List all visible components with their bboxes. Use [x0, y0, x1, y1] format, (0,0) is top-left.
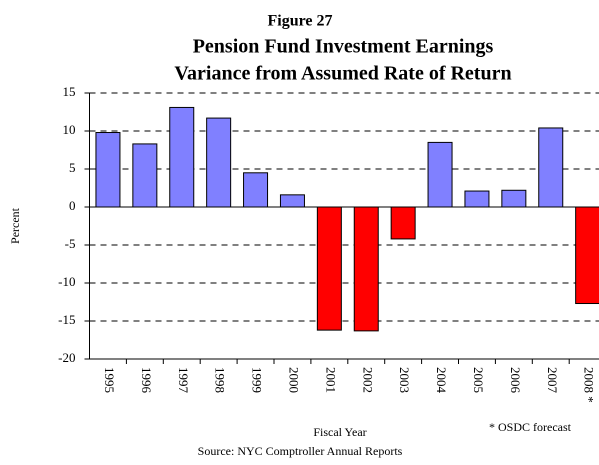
- y-tick-label: -15: [58, 312, 75, 327]
- bar: [206, 117, 232, 208]
- bar: [538, 127, 564, 208]
- x-tick-label: 1997: [176, 367, 191, 394]
- y-tick-label: 5: [69, 160, 76, 175]
- bar: [353, 206, 379, 332]
- bar: [316, 206, 342, 331]
- bar: [132, 143, 158, 208]
- x-tick-label: 2003: [397, 367, 412, 393]
- source: Source: NYC Comptroller Annual Reports: [198, 444, 403, 458]
- bar: [575, 206, 599, 305]
- y-tick-label: 0: [69, 198, 76, 213]
- x-tick-label: 2004: [434, 367, 449, 394]
- bar: [427, 141, 453, 208]
- x-tick-label: 1995: [102, 367, 117, 393]
- x-tick-label: 2005: [471, 367, 486, 393]
- chart-title: Pension Fund Investment Earnings: [193, 36, 494, 58]
- bar: [501, 189, 527, 208]
- bar: [279, 194, 305, 208]
- x-tick-label: 2002: [360, 367, 375, 393]
- bar: [464, 190, 490, 208]
- y-tick-label: 10: [63, 122, 76, 137]
- y-tick-label: 15: [63, 84, 76, 99]
- x-tick-label: 2007: [545, 367, 560, 394]
- x-tick-label: 1996: [139, 367, 154, 394]
- bar: [95, 132, 121, 208]
- x-tick-label: 2001: [323, 367, 338, 393]
- bar: [390, 206, 416, 240]
- x-tick-label: 1998: [213, 367, 228, 393]
- bar: [243, 172, 269, 208]
- note: * OSDC forecast: [489, 420, 572, 434]
- y-axis-label: Percent: [8, 207, 22, 244]
- chart-subtitle: Variance from Assumed Rate of Return: [174, 63, 511, 85]
- x-axis-label: Fiscal Year: [313, 425, 366, 439]
- x-tick-label: 2008 *: [582, 367, 597, 403]
- y-tick-label: -10: [58, 274, 75, 289]
- bar: [169, 106, 195, 208]
- x-tick-label: 2006: [508, 367, 523, 394]
- x-tick-label: 2000: [286, 367, 301, 393]
- y-tick-label: -5: [65, 236, 76, 251]
- figure-label: Figure 27: [267, 13, 332, 30]
- x-tick-label: 1999: [250, 367, 265, 393]
- y-tick-label: -20: [58, 350, 75, 365]
